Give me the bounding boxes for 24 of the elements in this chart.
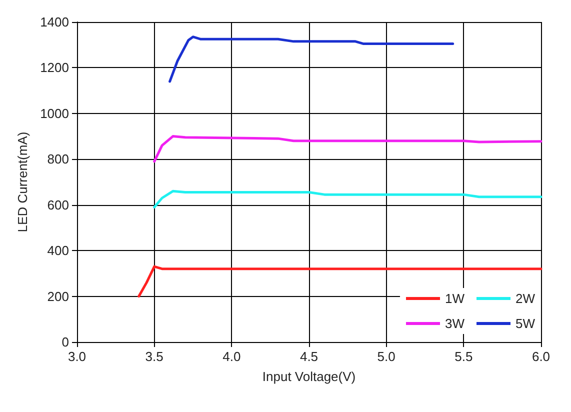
y-tick-label: 800 (47, 152, 69, 167)
x-tick-label: 3.5 (145, 349, 164, 364)
line-series (168, 36, 454, 83)
x-tick-label: 5.0 (377, 349, 396, 364)
legend-label: 5W (516, 316, 536, 331)
y-tick-label: 200 (47, 288, 69, 304)
x-tick-label: 4.5 (300, 349, 318, 364)
x-tick-label: 6.0 (532, 349, 550, 364)
line-series (153, 135, 542, 163)
x-tick-label: 4.0 (222, 349, 241, 364)
x-tick-label: 3.0 (68, 349, 86, 364)
legend-label: 3W (445, 316, 466, 331)
y-tick-label: 1200 (40, 60, 69, 76)
x-axis-title: Input Voltage(V) (262, 369, 356, 384)
legend-label: 2W (516, 291, 536, 306)
x-tick-label: 5.5 (454, 349, 473, 364)
legend-label: 1W (445, 291, 466, 306)
y-axis-title: LED Current(mA) (15, 132, 30, 232)
y-tick-label: 0 (62, 334, 69, 350)
y-tick-label: 1000 (40, 106, 69, 121)
y-tick-label: 600 (47, 197, 69, 212)
y-tick-label: 400 (47, 243, 69, 258)
y-tick-label: 1400 (40, 14, 69, 30)
line-series (153, 190, 542, 208)
